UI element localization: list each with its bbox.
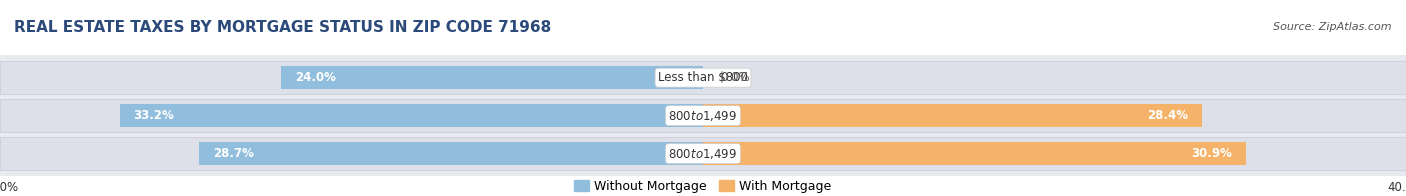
- Bar: [703, 104, 1202, 127]
- Text: 28.4%: 28.4%: [1147, 109, 1188, 122]
- Text: Less than $800: Less than $800: [658, 71, 748, 84]
- Text: Source: ZipAtlas.com: Source: ZipAtlas.com: [1274, 22, 1392, 33]
- Text: 30.9%: 30.9%: [1191, 147, 1232, 160]
- Text: REAL ESTATE TAXES BY MORTGAGE STATUS IN ZIP CODE 71968: REAL ESTATE TAXES BY MORTGAGE STATUS IN …: [14, 20, 551, 35]
- Bar: [703, 142, 1246, 165]
- Bar: [0, 61, 1406, 94]
- Text: 33.2%: 33.2%: [134, 109, 174, 122]
- Bar: [120, 104, 703, 127]
- Bar: [0, 99, 1406, 132]
- Bar: [0, 137, 1406, 170]
- Text: 24.0%: 24.0%: [295, 71, 336, 84]
- Bar: [198, 142, 703, 165]
- Text: 28.7%: 28.7%: [212, 147, 253, 160]
- Legend: Without Mortgage, With Mortgage: Without Mortgage, With Mortgage: [574, 180, 832, 193]
- Text: $800 to $1,499: $800 to $1,499: [668, 109, 738, 123]
- Bar: [281, 66, 703, 89]
- Text: $800 to $1,499: $800 to $1,499: [668, 147, 738, 161]
- Text: 0.0%: 0.0%: [721, 71, 751, 84]
